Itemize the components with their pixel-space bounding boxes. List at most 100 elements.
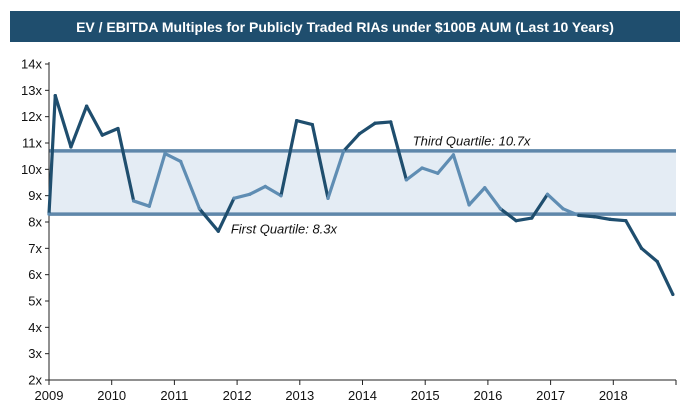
series-segment [655, 259, 675, 297]
series-segment [197, 207, 220, 233]
series-segment [530, 192, 550, 220]
data-point [671, 292, 675, 297]
series-segment [163, 151, 183, 164]
series-segment [561, 207, 581, 218]
x-tick-label: 2015 [411, 388, 440, 403]
series-segment [389, 120, 408, 182]
data-point [310, 122, 314, 127]
y-tick-label: 6x [28, 267, 42, 282]
data-point [514, 219, 518, 223]
data-point [373, 121, 377, 125]
series-segment [545, 192, 565, 211]
data-point [197, 207, 202, 211]
data-point [326, 196, 330, 200]
series-segment [53, 93, 73, 149]
y-tick-label: 5x [28, 294, 42, 309]
data-point [608, 217, 612, 221]
series-segment [436, 153, 456, 175]
series-segment [639, 246, 659, 264]
interquartile-band [49, 150, 676, 215]
x-tick-label: 2018 [599, 388, 628, 403]
data-point [279, 194, 283, 198]
series-segment [47, 93, 57, 216]
data-point [179, 159, 183, 164]
y-tick-label: 4x [28, 320, 42, 335]
series-segment [608, 217, 628, 223]
series-segment [483, 186, 503, 211]
data-point [163, 151, 167, 156]
data-point [85, 104, 89, 108]
series-segment [132, 199, 151, 208]
data-point [100, 133, 104, 137]
series-segment [248, 184, 267, 196]
third-quartile-label: Third Quartile: 10.7x [413, 133, 531, 148]
series-segment [216, 196, 236, 233]
series-segment [326, 149, 346, 200]
data-point [342, 149, 346, 153]
x-tick-label: 2010 [97, 388, 126, 403]
y-tick-label: 8x [28, 215, 42, 230]
data-point [216, 229, 220, 233]
series-segment [85, 104, 104, 137]
series-segment [100, 126, 120, 137]
data-point [232, 196, 236, 200]
series-segment [310, 122, 330, 200]
series-segment [116, 126, 136, 203]
series-segment [295, 119, 314, 127]
data-point [404, 178, 408, 182]
y-tick-label: 10x [21, 162, 42, 177]
series-segment [373, 120, 393, 125]
data-point [53, 94, 57, 98]
y-tick-label: 14x [21, 57, 42, 72]
x-tick-label: 2013 [285, 388, 314, 403]
chart-title: EV / EBITDA Multiples for Publicly Trade… [10, 11, 680, 42]
x-tick-label: 2009 [35, 388, 64, 403]
x-tick-label: 2016 [473, 388, 502, 403]
series-segment [451, 153, 471, 207]
series-segment [279, 119, 299, 198]
series-segment [498, 207, 518, 223]
data-point [47, 212, 51, 216]
x-tick-label: 2017 [536, 388, 565, 403]
data-point [436, 171, 440, 175]
data-point [295, 119, 299, 123]
data-point [451, 153, 456, 157]
y-tick-label: 12x [21, 109, 42, 124]
y-tick-label: 9x [28, 188, 42, 203]
data-point [389, 120, 393, 124]
data-point [69, 145, 73, 149]
data-point [263, 184, 267, 189]
series-segment [577, 213, 597, 219]
data-point [530, 216, 534, 220]
data-point [624, 219, 628, 223]
data-point [147, 204, 151, 208]
series-segment [514, 216, 534, 223]
data-point [467, 203, 471, 207]
data-point [592, 215, 597, 219]
data-point [655, 259, 659, 264]
data-point [420, 166, 424, 170]
series-segment [420, 166, 440, 175]
data-point [483, 186, 487, 190]
data-point [498, 207, 503, 211]
data-point [116, 126, 120, 131]
series-segment [357, 121, 377, 136]
series-segment [467, 186, 487, 207]
data-point [639, 246, 644, 250]
y-tick-label: 11x [22, 136, 42, 151]
series-segment [404, 166, 424, 182]
series-segment [232, 192, 252, 200]
data-point [577, 213, 581, 218]
series-segment [69, 104, 89, 149]
y-tick-label: 2x [28, 373, 42, 388]
data-point [561, 207, 565, 211]
y-tick-label: 3x [28, 346, 42, 361]
x-tick-label: 2011 [160, 388, 188, 403]
y-tick-label: 13x [21, 83, 42, 98]
series-segment [147, 151, 167, 208]
data-point [357, 132, 361, 136]
data-point [132, 199, 136, 203]
first-quartile-label: First Quartile: 8.3x [231, 222, 338, 237]
data-point [545, 192, 550, 196]
